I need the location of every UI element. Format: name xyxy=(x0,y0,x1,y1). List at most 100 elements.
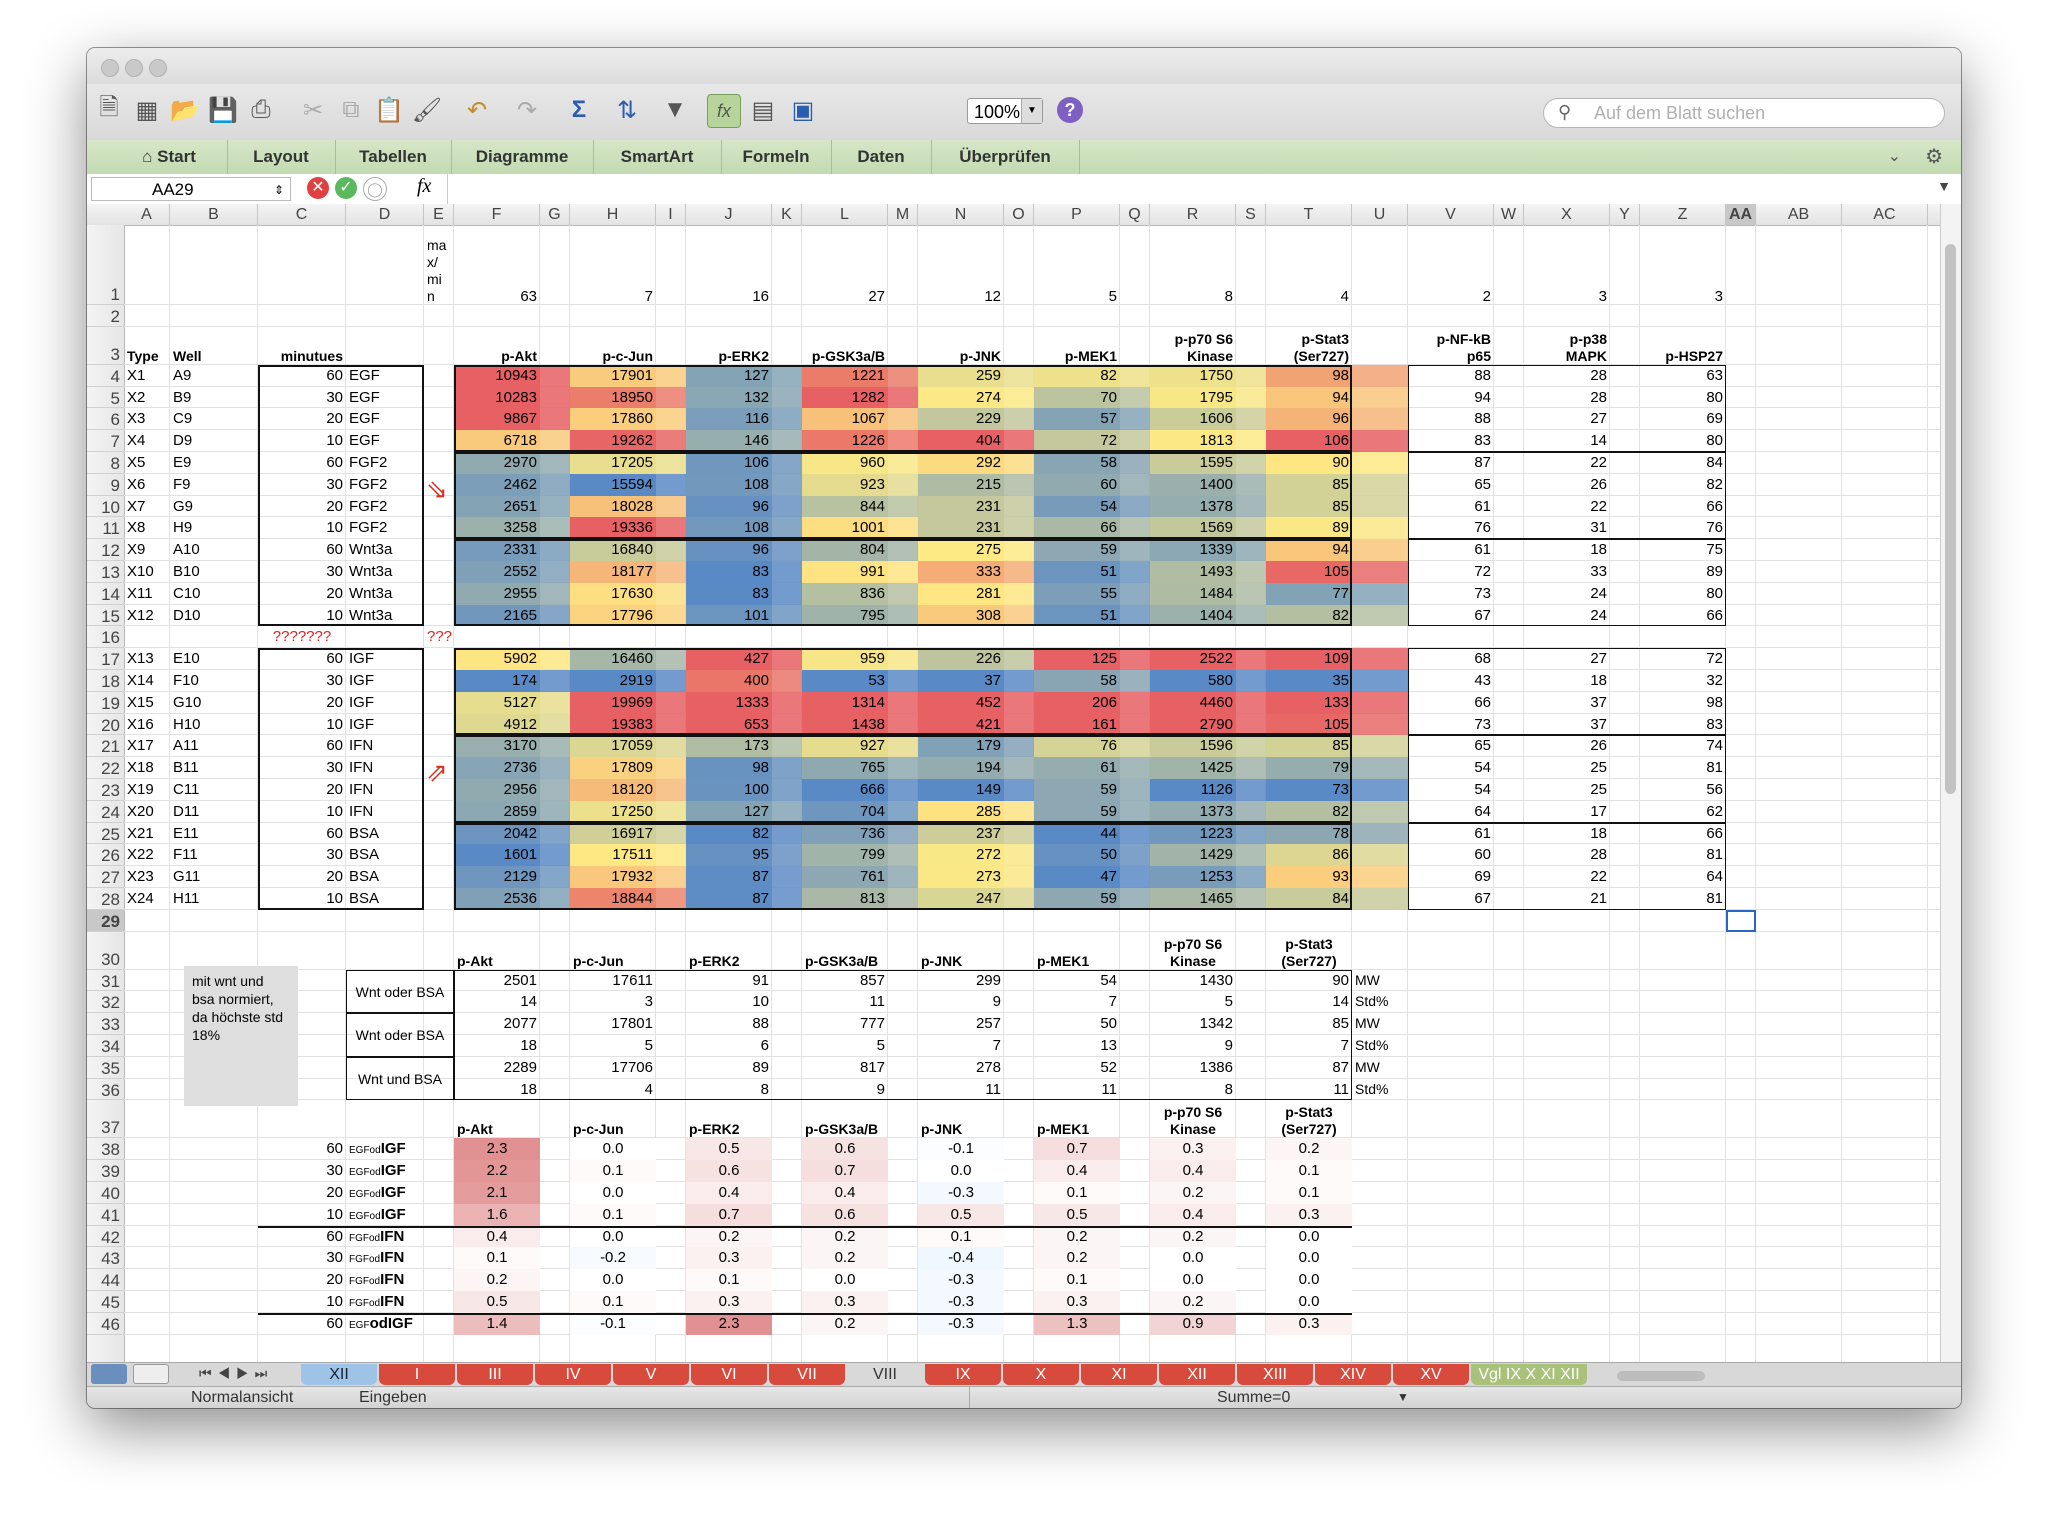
cell-c19[interactable]: 20 xyxy=(326,693,343,711)
sheet-tab[interactable]: XIV xyxy=(1315,1364,1391,1385)
cell-l33[interactable]: 777 xyxy=(859,1015,885,1033)
cell-c25[interactable]: 60 xyxy=(326,824,343,842)
cell-h7[interactable]: 19262 xyxy=(570,430,656,452)
cell-d40[interactable]: EGFodIGF xyxy=(349,1184,406,1201)
cell-j39[interactable]: 0.6 xyxy=(686,1160,772,1182)
cell-x11[interactable]: 31 xyxy=(1590,519,1607,537)
cell-v13[interactable]: 72 xyxy=(1474,563,1491,580)
cell-r4[interactable]: 1750 xyxy=(1150,364,1236,387)
cell-f33[interactable]: 2077 xyxy=(503,1015,537,1033)
row-header-27[interactable]: 27 xyxy=(87,866,124,888)
cell-p3[interactable]: p-MEK1 xyxy=(1064,347,1117,364)
cell-a22[interactable]: X18 xyxy=(127,759,154,777)
sheet-tab[interactable]: X xyxy=(1003,1364,1079,1385)
row-header-17[interactable]: 17 xyxy=(87,648,124,670)
column-header-y[interactable]: Y xyxy=(1610,204,1640,225)
cell-area[interactable]: ma x/ mi n 63 7 16 27 12 5 8 4 2 3 3 Type Well minutue… xyxy=(124,225,1940,1362)
cancel-entry-icon[interactable]: ✕ xyxy=(307,177,329,199)
cell-l26[interactable]: 799 xyxy=(802,844,888,867)
cell-j22[interactable]: 98 xyxy=(686,757,772,779)
cell-d26[interactable]: BSA xyxy=(349,846,380,864)
cell-f43[interactable]: 0.1 xyxy=(454,1247,540,1270)
cell-n27[interactable]: 273 xyxy=(918,866,1004,888)
cell-t11[interactable]: 89 xyxy=(1266,517,1352,540)
row-header-34[interactable]: 34 xyxy=(87,1035,124,1057)
cell-r28[interactable]: 1465 xyxy=(1150,888,1236,910)
cell-h26[interactable]: 17511 xyxy=(570,844,656,867)
cell-j32[interactable]: 10 xyxy=(752,993,769,1011)
tab-daten[interactable]: Daten xyxy=(831,140,932,174)
cell-t38[interactable]: 0.2 xyxy=(1266,1138,1352,1161)
cell-b18[interactable]: F10 xyxy=(173,672,199,689)
cell-b5[interactable]: B9 xyxy=(173,388,192,406)
sheet-tab[interactable]: Vgl IX X XI XII xyxy=(1471,1364,1587,1385)
cell-n11[interactable]: 231 xyxy=(918,517,1004,540)
cell-c28[interactable]: 10 xyxy=(326,890,343,907)
sum-status[interactable]: Summe=0 xyxy=(1217,1389,1291,1406)
cell-j44[interactable]: 0.1 xyxy=(686,1269,772,1291)
cell-h37[interactable]: p-c-Jun xyxy=(573,1121,624,1138)
cell-x27[interactable]: 22 xyxy=(1590,868,1607,886)
cell-t44[interactable]: 0.0 xyxy=(1266,1269,1352,1291)
cell-t23[interactable]: 73 xyxy=(1266,779,1352,801)
cell-n23[interactable]: 149 xyxy=(918,779,1004,801)
cell-t32[interactable]: 14 xyxy=(1332,993,1349,1011)
cell-b3[interactable]: Well xyxy=(173,347,202,364)
cell-h40[interactable]: 0.0 xyxy=(570,1182,656,1204)
cell-c5[interactable]: 30 xyxy=(326,388,343,406)
cell-e16[interactable]: ??? xyxy=(427,628,453,646)
row-header-21[interactable]: 21 xyxy=(87,735,124,758)
cell-j26[interactable]: 95 xyxy=(686,844,772,867)
cell-t12[interactable]: 94 xyxy=(1266,539,1352,561)
cell-r13[interactable]: 1493 xyxy=(1150,561,1236,583)
cell-h4[interactable]: 17901 xyxy=(570,364,656,387)
row-header-32[interactable]: 32 xyxy=(87,991,124,1014)
cell-t34[interactable]: 7 xyxy=(1340,1037,1349,1054)
column-header-q[interactable]: Q xyxy=(1120,204,1150,225)
cell-t28[interactable]: 84 xyxy=(1266,888,1352,910)
cell-p22[interactable]: 61 xyxy=(1034,757,1120,779)
cell-f26[interactable]: 1601 xyxy=(454,844,540,867)
cell-v5[interactable]: 94 xyxy=(1474,388,1491,406)
cell-h24[interactable]: 17250 xyxy=(570,800,656,823)
cell-d10[interactable]: FGF2 xyxy=(349,497,388,515)
cell-n45[interactable]: -0.3 xyxy=(918,1291,1004,1313)
cell-l11[interactable]: 1001 xyxy=(802,517,888,540)
row-header-45[interactable]: 45 xyxy=(87,1291,124,1313)
cell-n32[interactable]: 9 xyxy=(992,993,1001,1011)
cell-v7[interactable]: 83 xyxy=(1474,432,1491,450)
cell-n24[interactable]: 285 xyxy=(918,800,1004,823)
cell-n25[interactable]: 237 xyxy=(918,822,1004,845)
cell-u31[interactable]: MW xyxy=(1355,971,1380,988)
row-header-39[interactable]: 39 xyxy=(87,1160,124,1182)
cell-b25[interactable]: E11 xyxy=(173,824,199,842)
cell-x8[interactable]: 22 xyxy=(1590,454,1607,471)
cell-l41[interactable]: 0.6 xyxy=(802,1203,888,1226)
cell-l17[interactable]: 959 xyxy=(802,648,888,670)
row-header-28[interactable]: 28 xyxy=(87,888,124,910)
cell-x10[interactable]: 22 xyxy=(1590,497,1607,515)
cell-p36[interactable]: 11 xyxy=(1101,1080,1117,1098)
cell-p18[interactable]: 58 xyxy=(1034,670,1120,692)
cell-j30[interactable]: p-ERK2 xyxy=(689,952,740,969)
cell-h9[interactable]: 15594 xyxy=(570,473,656,496)
cell-z17[interactable]: 72 xyxy=(1706,650,1723,668)
cell-l20[interactable]: 1438 xyxy=(802,713,888,736)
cell-z24[interactable]: 62 xyxy=(1706,802,1723,820)
row-header-31[interactable]: 31 xyxy=(87,970,124,992)
cell-h46[interactable]: -0.1 xyxy=(570,1312,656,1335)
row-header-4[interactable]: 4 xyxy=(87,365,124,387)
cell-p17[interactable]: 125 xyxy=(1034,648,1120,670)
cell-p19[interactable]: 206 xyxy=(1034,691,1120,714)
cell-p9[interactable]: 60 xyxy=(1034,473,1120,496)
cell-j19[interactable]: 1333 xyxy=(686,691,772,714)
cell-r27[interactable]: 1253 xyxy=(1150,866,1236,888)
cell-r15[interactable]: 1404 xyxy=(1150,604,1236,627)
cell-j46[interactable]: 2.3 xyxy=(686,1312,772,1335)
cell-r37[interactable]: p-p70 S6 Kinase xyxy=(1163,1104,1223,1138)
cell-z7[interactable]: 80 xyxy=(1706,432,1723,450)
cell-h5[interactable]: 18950 xyxy=(570,386,656,409)
cell-j38[interactable]: 0.5 xyxy=(686,1138,772,1161)
cell-b7[interactable]: D9 xyxy=(173,432,193,450)
collapse-ribbon-icon[interactable]: ⌄ xyxy=(1887,148,1901,165)
